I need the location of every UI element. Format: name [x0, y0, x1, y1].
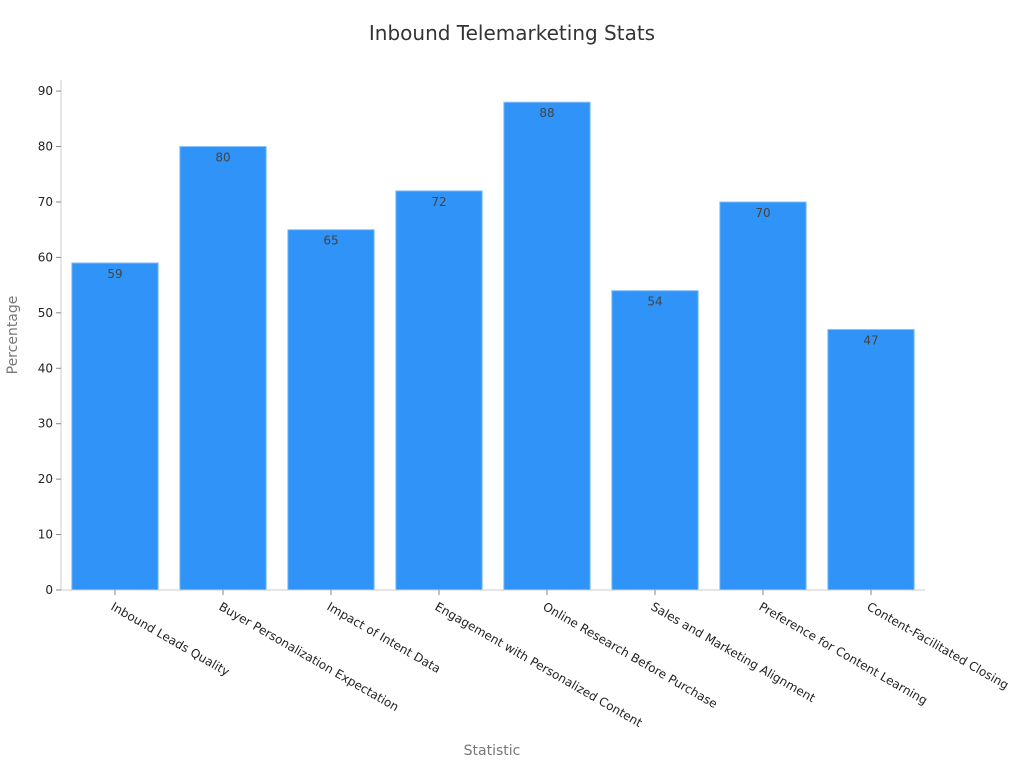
data-label: 72: [431, 195, 446, 209]
y-tick-label: 40: [38, 361, 53, 375]
y-tick-label: 20: [38, 472, 53, 486]
data-label: 59: [107, 267, 122, 281]
data-label: 88: [539, 106, 554, 120]
data-label: 80: [215, 151, 230, 165]
x-tick-label: Preference for Content Learning: [757, 599, 930, 707]
y-tick-label: 0: [45, 583, 53, 597]
x-tick-label: Buyer Personalization Expectation: [217, 599, 402, 714]
bar: [611, 290, 699, 591]
bar: [503, 101, 591, 591]
x-tick-label: Inbound Leads Quality: [109, 599, 233, 678]
bar: [395, 190, 483, 591]
y-tick-label: 50: [38, 306, 53, 320]
y-tick-label: 10: [38, 528, 53, 542]
x-tick-label: Impact of Intent Data: [325, 599, 443, 675]
bar: [719, 201, 807, 591]
y-axis: 0 10 20 30 40 50 60 70 80 90: [38, 80, 62, 597]
bars-group: 59 80 65 72 88 54 70 47: [71, 101, 915, 591]
bar: [287, 229, 375, 591]
data-label: 70: [755, 206, 770, 220]
data-label: 47: [863, 333, 878, 347]
chart-title: Inbound Telemarketing Stats: [369, 21, 655, 45]
x-tick-label: Engagement with Personalized Content: [433, 599, 645, 730]
data-label: 54: [647, 295, 662, 309]
y-tick-label: 80: [38, 140, 53, 154]
y-axis-title: Percentage: [5, 296, 21, 375]
bar: [71, 262, 159, 591]
y-tick-label: 60: [38, 250, 53, 264]
bar: [179, 146, 267, 591]
y-tick-label: 30: [38, 417, 53, 431]
x-tick-label: Online Research Before Purchase: [541, 599, 720, 711]
y-tick-label: 90: [38, 84, 53, 98]
bar: [827, 328, 915, 591]
data-label: 65: [323, 234, 338, 248]
x-axis-title: Statistic: [464, 743, 521, 759]
y-tick-label: 70: [38, 195, 53, 209]
